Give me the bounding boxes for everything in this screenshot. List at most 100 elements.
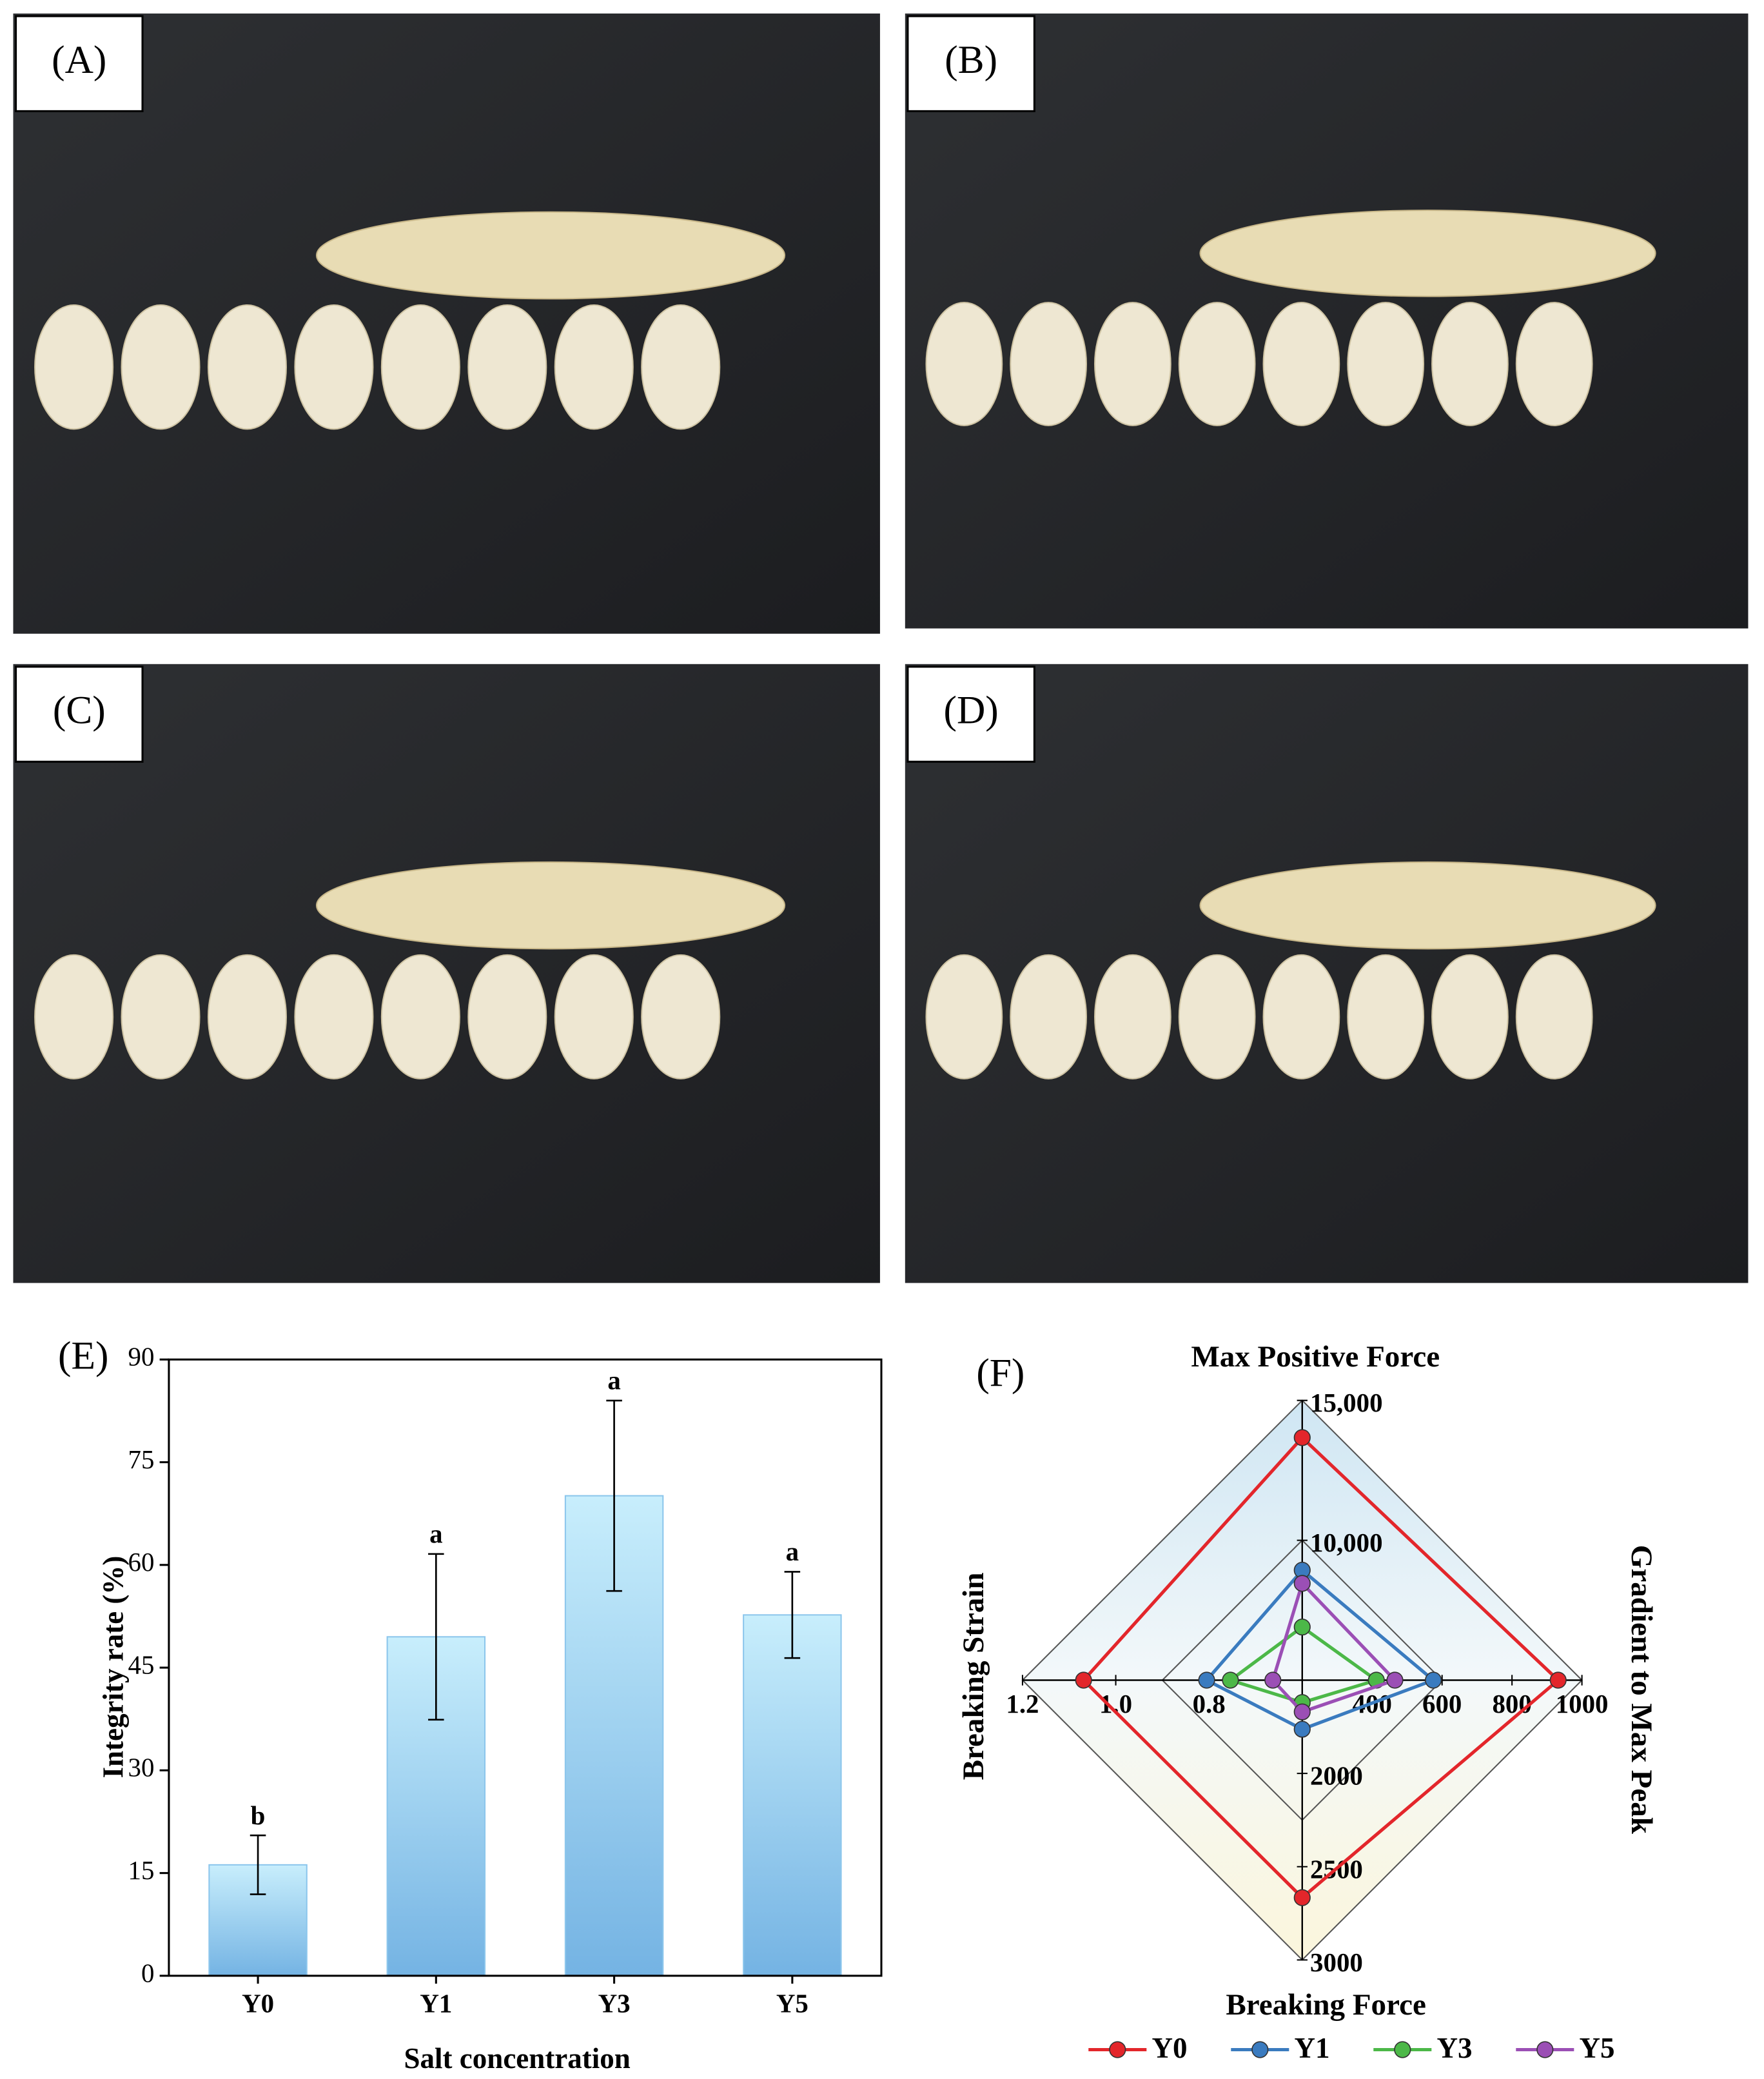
label-box: [15, 665, 144, 763]
fish-piece: [380, 304, 460, 430]
radar-tick-label: 3000: [1310, 1948, 1363, 1977]
x-tick-label: Y3: [598, 1989, 631, 2018]
fish-fillet: [316, 211, 786, 300]
fish-piece: [34, 954, 114, 1079]
x-tick-label: Y0: [242, 1989, 274, 2018]
panel-label: (C): [53, 689, 106, 733]
label-box: [15, 15, 144, 112]
legend-label: Y5: [1580, 2032, 1615, 2064]
fish-piece: [121, 304, 201, 430]
radar-point: [1198, 1671, 1215, 1689]
radar-tick-label: 1.2: [1006, 1690, 1039, 1719]
fish-piece: [1347, 302, 1425, 426]
radar-point: [1293, 1720, 1311, 1738]
panel-label: (A): [52, 38, 106, 82]
bar: [743, 1614, 842, 1976]
fish-piece: [34, 304, 114, 430]
fish-piece: [121, 954, 201, 1079]
fish-piece: [294, 304, 374, 430]
legend-marker: [1109, 2041, 1126, 2058]
radar-tick-label: 15,000: [1310, 1388, 1383, 1417]
legend-label: Y3: [1436, 2032, 1472, 2064]
fish-fillet: [1199, 861, 1656, 950]
fish-piece: [554, 954, 634, 1079]
radar-point: [1293, 1703, 1311, 1720]
fish-piece: [1010, 302, 1087, 426]
panel-label: (D): [944, 689, 999, 733]
fish-piece: [925, 302, 1003, 426]
significance-letter: a: [429, 1520, 442, 1549]
y-tick-label: 0: [141, 1958, 154, 1987]
y-tick-label: 45: [128, 1650, 155, 1679]
radar-point: [1293, 1429, 1311, 1446]
significance-letter: a: [607, 1366, 620, 1395]
label-box: [906, 665, 1035, 763]
legend-marker: [1536, 2041, 1554, 2058]
y-tick-label: 90: [128, 1343, 155, 1372]
radar-tick-label: 2000: [1310, 1762, 1363, 1791]
fish-piece: [1262, 302, 1340, 426]
radar-tick-label: 10,000: [1310, 1528, 1383, 1557]
panel-label: (E): [58, 1334, 108, 1377]
radar-point: [1386, 1671, 1404, 1689]
fish-piece: [641, 304, 721, 430]
radar-axis-title: Max Positive Force: [1191, 1340, 1440, 1374]
fish-piece: [380, 954, 460, 1079]
radar-point: [1293, 1618, 1311, 1636]
fish-fillet: [316, 861, 786, 950]
y-tick-label: 15: [128, 1856, 155, 1885]
radar-point: [1293, 1575, 1311, 1592]
fish-piece: [641, 954, 721, 1079]
radar-point: [1222, 1671, 1239, 1689]
fish-piece: [554, 304, 634, 430]
legend-marker: [1394, 2041, 1411, 2058]
radar-axis-title: Breaking Strain: [957, 1572, 990, 1780]
fish-piece: [1515, 302, 1593, 426]
fish-piece: [207, 954, 287, 1079]
radar-point: [1075, 1671, 1092, 1689]
fish-fillet: [1199, 210, 1656, 297]
fish-piece: [1094, 302, 1171, 426]
x-tick-label: Y5: [776, 1989, 808, 2018]
radar-point: [1264, 1671, 1282, 1689]
radar-point: [1293, 1889, 1311, 1906]
fish-piece: [1431, 302, 1509, 426]
y-tick-label: 30: [128, 1753, 155, 1782]
radar-axis-title: Gradient to Max Peak: [1625, 1545, 1658, 1835]
y-tick-label: 60: [128, 1548, 155, 1577]
radar-tick-label: 1000: [1556, 1690, 1609, 1719]
significance-letter: a: [786, 1537, 799, 1566]
fish-piece: [1178, 954, 1256, 1079]
fish-piece: [1515, 954, 1593, 1079]
fish-piece: [1347, 954, 1425, 1079]
radar-tick-label: 600: [1422, 1690, 1462, 1719]
legend-label: Y1: [1294, 2032, 1329, 2064]
radar-point: [1425, 1671, 1442, 1689]
y-axis-title: Integrity rate (%): [97, 1556, 129, 1778]
fish-piece: [467, 954, 547, 1079]
fish-piece: [925, 954, 1003, 1079]
fish-piece: [1094, 954, 1171, 1079]
y-tick-label: 75: [128, 1445, 155, 1474]
fish-piece: [1262, 954, 1340, 1079]
panel-label: (B): [945, 38, 997, 82]
plot-frame: [168, 1358, 883, 1977]
fish-piece: [467, 304, 547, 430]
legend-label: Y0: [1152, 2032, 1187, 2064]
fish-piece: [294, 954, 374, 1079]
fish-piece: [207, 304, 287, 430]
fish-piece: [1010, 954, 1087, 1079]
radar-point: [1549, 1671, 1567, 1689]
panel-label: (F): [976, 1351, 1024, 1395]
legend-marker: [1251, 2041, 1269, 2058]
radar-tick-label: 0.8: [1193, 1690, 1226, 1719]
radar-axis-title: Breaking Force: [1226, 1988, 1426, 2022]
significance-letter: b: [251, 1801, 266, 1830]
x-axis-title: Salt concentration: [404, 2042, 631, 2074]
radar-tick-label: 800: [1492, 1690, 1531, 1719]
label-box: [906, 15, 1035, 112]
fish-piece: [1178, 302, 1256, 426]
fish-piece: [1431, 954, 1509, 1079]
